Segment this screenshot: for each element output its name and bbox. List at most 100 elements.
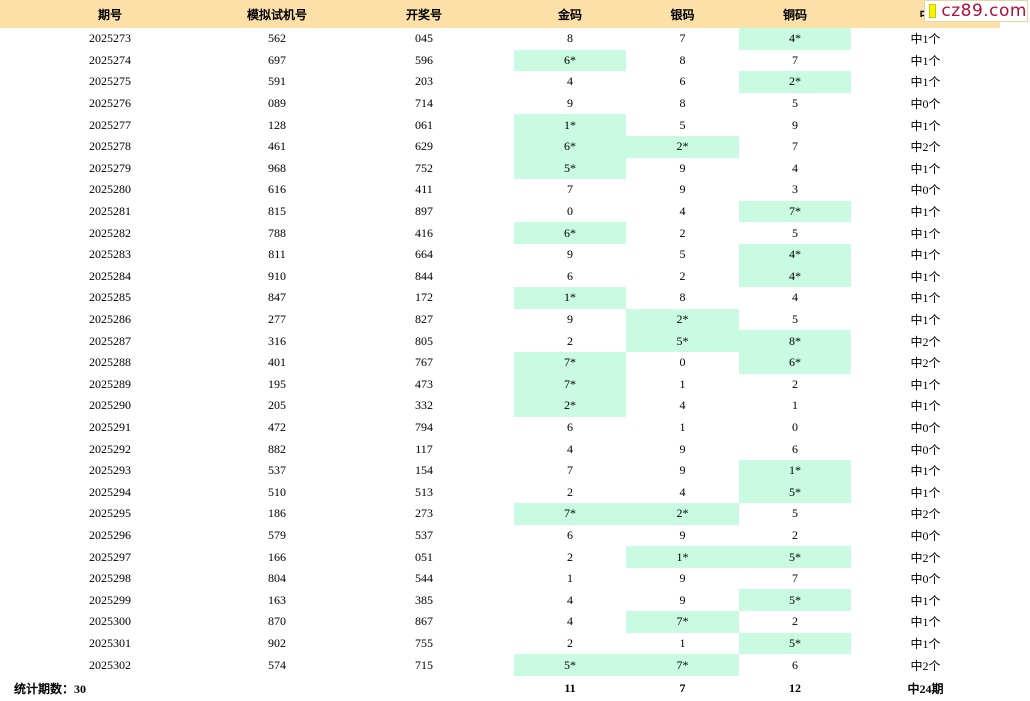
table-cell: 0 (679, 355, 686, 370)
table-cell: 7 (567, 463, 573, 478)
table-cell: 4* (739, 243, 851, 266)
table-cell: 2* (514, 395, 626, 417)
header-cell: 铜码 (739, 0, 851, 28)
table-cell: 4 (679, 204, 686, 219)
table-cell: 中1个 (910, 75, 941, 90)
table-cell: 1* (739, 459, 851, 482)
table-body: 2025273 562 045 8 7 4* 中1个 2025274 697 596 6* 8 7 中1个… (0, 28, 1000, 676)
table-cell: 697 (268, 52, 286, 67)
table-row: 2025276 089 714 9 8 5 中0个 (0, 93, 1000, 115)
table-row: 2025289 195 473 7* 1 2 中1个 (0, 373, 1000, 396)
table-cell: 5* (739, 632, 851, 655)
table-cell: 1* (514, 114, 626, 136)
table-cell: 9 (567, 247, 573, 262)
table-cell: 中1个 (910, 53, 941, 68)
table-row: 2025295 186 273 7* 2* 5 中2个 (0, 503, 1000, 525)
table-cell: 902 (268, 635, 286, 650)
table-cell: 2025277 (89, 117, 131, 132)
table-row: 2025294 510 513 2 4 5* 中1个 (0, 481, 1000, 504)
table-row: 2025288 401 767 7* 0 6* 中2个 (0, 351, 1000, 374)
table-cell: 中1个 (910, 226, 941, 241)
table-cell: 中1个 (910, 118, 941, 133)
table-cell: 7 (792, 52, 798, 67)
table-cell: 574 (268, 657, 286, 672)
table-cell: 2025297 (89, 549, 131, 564)
table-cell: 2* (626, 135, 739, 158)
header-cell: 银码 (626, 0, 739, 28)
table-cell: 中1个 (910, 399, 941, 414)
table-cell: 2025275 (89, 74, 131, 89)
footer-total: 中24期 (907, 681, 944, 696)
table-row: 2025279 968 752 5* 9 4 中1个 (0, 157, 1000, 180)
footer-silver: 7 (679, 680, 686, 695)
table-cell: 中1个 (910, 291, 941, 306)
table-cell: 537 (415, 527, 433, 542)
table-cell: 8* (739, 330, 851, 352)
table-cell: 5* (514, 157, 626, 180)
table-cell: 中2个 (910, 356, 941, 371)
table-cell: 910 (268, 268, 286, 283)
table-cell: 7* (739, 200, 851, 223)
table-row: 2025301 902 755 2 1 5* 中1个 (0, 632, 1000, 655)
table-cell: 7* (626, 654, 739, 676)
table-cell: 203 (415, 74, 433, 89)
logo-text: cz89.com (941, 1, 1027, 21)
table-cell: 461 (268, 139, 286, 154)
table-cell: 5 (792, 96, 798, 111)
table-cell: 5 (792, 506, 798, 521)
table-cell: 794 (415, 419, 433, 434)
table-cell: 411 (415, 182, 433, 197)
table-row: 2025280 616 411 7 9 3 中0个 (0, 179, 1000, 201)
table-cell: 4 (679, 398, 686, 413)
table-cell: 中0个 (910, 442, 941, 457)
table-cell: 1 (679, 376, 686, 391)
table-cell: 844 (415, 268, 433, 283)
table-cell: 9 (679, 463, 686, 478)
logo[interactable]: cz89.com (924, 0, 1028, 22)
table-cell: 2025281 (89, 204, 131, 219)
table-cell: 中1个 (910, 161, 941, 176)
table-cell: 2* (626, 308, 739, 331)
table-cell: 中1个 (910, 593, 941, 608)
table-cell: 9 (679, 527, 686, 542)
table-cell: 6* (514, 135, 626, 158)
table-cell: 中0个 (910, 183, 941, 198)
table-row: 2025292 882 117 4 9 6 中0个 (0, 438, 1000, 460)
table-cell: 815 (268, 204, 286, 219)
table-cell: 中1个 (910, 269, 941, 284)
table-cell: 811 (268, 247, 286, 262)
table-cell: 616 (268, 182, 286, 197)
table-row: 2025291 472 794 6 1 0 中0个 (0, 417, 1000, 439)
table-cell: 277 (268, 312, 286, 327)
table-cell: 4 (792, 290, 798, 305)
result-table: 期号模拟试机号开奖号金码银码铜码中 2025273562045874*中1个20… (0, 0, 1000, 701)
table-cell: 2* (739, 71, 851, 93)
table-cell: 5 (792, 225, 798, 240)
table-cell: 2025291 (89, 419, 131, 434)
table-cell: 6* (514, 49, 626, 72)
table-row: 2025281 815 897 0 4 7* 中1个 (0, 200, 1000, 223)
table-cell: 5* (739, 481, 851, 504)
table-cell: 172 (415, 290, 433, 305)
table-row: 2025299 163 385 4 9 5* 中1个 (0, 589, 1000, 612)
table-cell: 中2个 (910, 658, 941, 673)
table-cell: 579 (268, 527, 286, 542)
table-cell: 2* (626, 503, 739, 525)
footer-gold: 11 (564, 680, 576, 695)
table-cell: 2025300 (89, 614, 131, 629)
table-cell: 6 (679, 74, 686, 89)
table-cell: 2 (679, 225, 686, 240)
table-cell: 2 (792, 614, 798, 629)
table-row: 2025290 205 332 2* 4 1 中1个 (0, 395, 1000, 417)
footer-cell (220, 676, 334, 701)
table-cell: 1 (679, 419, 686, 434)
table-cell: 537 (268, 463, 286, 478)
table-cell: 2025280 (89, 182, 131, 197)
table-cell: 416 (415, 225, 433, 240)
table-cell: 897 (415, 204, 433, 219)
table-cell: 8 (567, 31, 573, 46)
table-cell: 中1个 (910, 32, 941, 47)
header-row: 期号模拟试机号开奖号金码银码铜码中 (0, 0, 1000, 28)
table-cell: 882 (268, 441, 286, 456)
